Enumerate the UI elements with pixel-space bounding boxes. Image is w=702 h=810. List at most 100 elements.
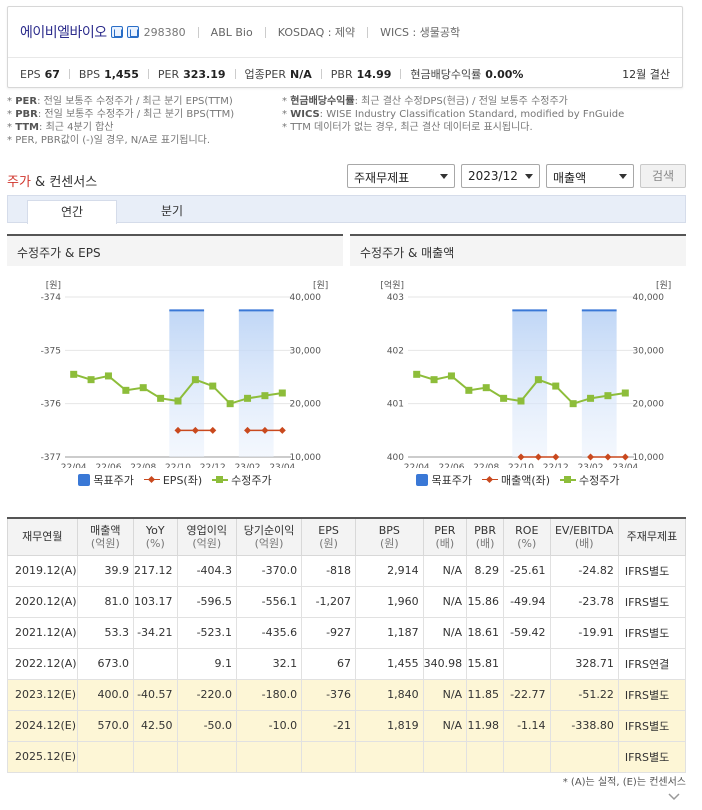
table-cell: -1.14 [503, 709, 551, 742]
column-header: PER (배) [422, 517, 468, 556]
table-cell: N/A [422, 616, 468, 649]
table-cell: N/A [422, 585, 468, 618]
legend-adjusted-price[interactable]: 수정주가 [212, 472, 272, 488]
report-type-select[interactable]: 주재무제표 [347, 164, 455, 188]
diamond-marker-icon [143, 475, 160, 485]
metric-label-bps: BPS [78, 67, 101, 81]
divider [68, 69, 70, 79]
adjusted-price-point [552, 382, 560, 390]
x-tick-label: 23/04 [269, 463, 295, 468]
table-cell [355, 740, 424, 773]
metric-label-per: PER [157, 67, 180, 81]
table-cell: -24.82 [549, 554, 619, 587]
table-cell: -556.1 [236, 585, 303, 618]
metrics-row: EPS 67 BPS 1,455 PER 323.19 업종PER N/A PBR 14.… [20, 66, 670, 82]
table-cell: 42.50 [133, 709, 178, 742]
left-axis-unit: [억원] [380, 279, 404, 291]
divider [367, 26, 369, 38]
table-cell: 15.81 [466, 647, 505, 680]
left-axis-unit: [원] [46, 280, 61, 291]
table-cell: -59.42 [503, 616, 551, 649]
line-marker-icon [212, 475, 229, 485]
column-header: 영업이익 (억원) [176, 517, 238, 556]
table-cell: IFRS별도 [617, 709, 687, 742]
right-tick-label: 20,000 [290, 400, 322, 410]
row-period: 2020.12(A) [7, 585, 78, 618]
table-cell: 8.29 [466, 554, 505, 587]
adjusted-price-point [604, 392, 612, 400]
home-icon[interactable] [110, 26, 123, 38]
table-cell: 2,914 [355, 554, 424, 587]
table-cell: -376 [301, 678, 357, 711]
table-cell: 11.98 [466, 709, 505, 742]
table-cell: 39.9 [76, 554, 135, 587]
table-row: 2022.12(A) 673.0 9.1 32.1 67 1,455 340.98 15.81… [7, 647, 687, 680]
table-cell: -1,207 [301, 585, 357, 618]
left-tick-label: -376 [41, 400, 62, 410]
company-summary-card: 에이비엘바이오 298380 ABL Bio KOSDAQ : 제약 WICS … [7, 6, 683, 88]
left-series-point [587, 453, 595, 461]
column-header: 당기순이익 (억원) [236, 517, 303, 556]
market-sector: KOSDAQ : 제약 [277, 26, 356, 39]
ir-icon[interactable] [126, 26, 139, 38]
table-cell: -49.94 [503, 585, 551, 618]
column-header: YoY (%) [133, 517, 178, 556]
adjusted-price-point [104, 372, 112, 380]
table-cell [503, 647, 551, 680]
adjusted-price-point [587, 394, 595, 402]
divider [320, 69, 322, 79]
metric-value-industry-per: N/A [290, 67, 312, 81]
table-cell: -40.57 [133, 678, 178, 711]
metric-value-pbr: 14.99 [356, 67, 392, 81]
legend-adjusted-price[interactable]: 수정주가 [560, 472, 620, 488]
adjusted-price-point [413, 370, 421, 378]
notes-right: * 현금배당수익률: 최근 결산 수정DPS(현금) / 전일 보통주 수정주가… [282, 95, 624, 134]
table-cell [133, 740, 178, 773]
legend-revenue[interactable]: 매출액(좌) [481, 472, 550, 488]
note-item: * TTM: 최근 4분기 합산 [7, 122, 114, 133]
company-name[interactable]: 에이비엘바이오 [20, 25, 107, 41]
table-cell: -927 [301, 616, 357, 649]
chart-legend: 목표주가 EPS(좌) 수정주가 [7, 472, 343, 488]
adjusted-price-point [70, 370, 78, 378]
table-cell: 570.0 [76, 709, 135, 742]
table-footnote: * (A)는 실적, (E)는 컨센서스 [562, 777, 686, 788]
table-cell [503, 740, 551, 773]
table-cell: 1,819 [355, 709, 424, 742]
left-series-point [552, 453, 560, 461]
company-english-name: ABL Bio [210, 25, 253, 39]
search-button[interactable]: 검색 [640, 164, 686, 188]
table-row: 2020.12(A) 81.0 103.17 -596.5 -556.1 -1,207 1,… [7, 585, 687, 618]
legend-target-price[interactable]: 목표주가 [416, 472, 472, 488]
adjusted-price-point [500, 394, 508, 402]
divider [197, 26, 199, 38]
item-select[interactable]: 매출액 [546, 164, 634, 188]
fiscal-month: 12월 결산 [622, 68, 670, 81]
table-cell: -220.0 [176, 678, 238, 711]
x-tick-label: 23/02 [578, 463, 604, 468]
divider [400, 69, 402, 79]
tab-annual[interactable]: 연간 [27, 200, 117, 224]
table-cell: -50.0 [176, 709, 238, 742]
tab-quarterly[interactable]: 분기 [160, 204, 184, 218]
note-item: * WICS: WISE Industry Classification Sta… [282, 109, 625, 120]
chevron-down-icon[interactable] [667, 790, 681, 804]
right-axis-unit: [원] [656, 280, 671, 291]
table-cell: -34.21 [133, 616, 178, 649]
table-cell: 328.71 [549, 647, 619, 680]
adjusted-price-point [191, 376, 199, 384]
chevron-down-icon [440, 174, 448, 179]
legend-target-price[interactable]: 목표주가 [78, 472, 134, 488]
left-tick-label: 401 [387, 400, 404, 410]
metric-label-industry-per: 업종PER [244, 68, 287, 81]
chart-title: 수정주가 & 매출액 [350, 234, 686, 266]
period-select[interactable]: 2023/12 [461, 164, 540, 188]
column-header: ROE (%) [503, 517, 551, 556]
legend-eps[interactable]: EPS(좌) [143, 472, 202, 488]
note-item: * TTM 데이터가 없는 경우, 최근 결산 데이터로 표시됩니다. [282, 122, 533, 133]
left-tick-label: -375 [41, 346, 61, 356]
adjusted-price-point [569, 400, 577, 408]
metric-label-dividend-yield: 현금배당수익률 [410, 68, 482, 81]
adjusted-price-point [621, 389, 629, 397]
table-cell: 340.98 [422, 647, 468, 680]
